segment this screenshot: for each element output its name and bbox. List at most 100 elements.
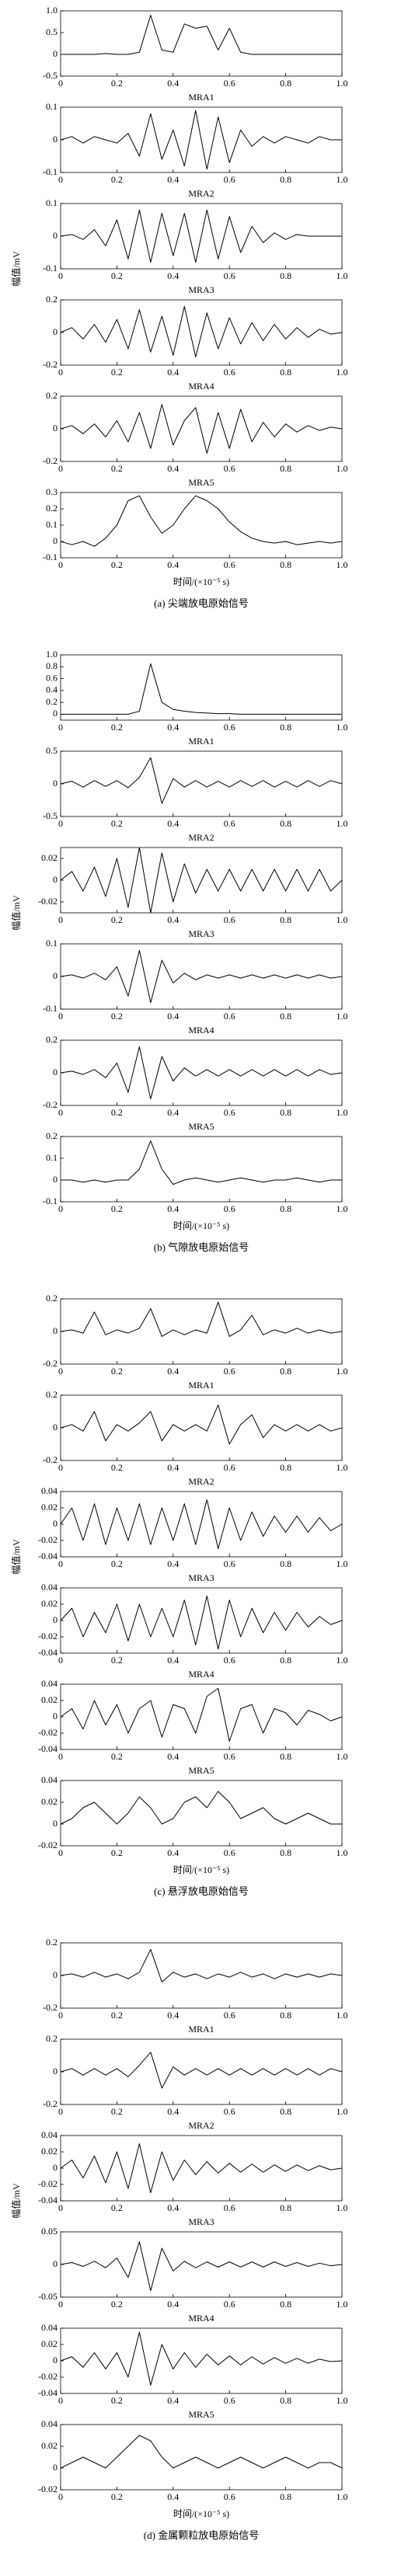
axes-frame <box>60 2424 343 2491</box>
subplot-title: MRA1 <box>188 92 214 103</box>
y-tick-label: -0.1 <box>43 1196 58 1206</box>
y-tick-label: 0.2 <box>46 503 58 513</box>
signal-line <box>60 495 343 547</box>
signal-line <box>61 15 342 55</box>
axes-frame <box>60 847 343 914</box>
axes-frame <box>60 1136 343 1203</box>
x-tick-label: 1.0 <box>336 2491 348 2502</box>
y-tick-label: -0.2 <box>43 455 58 466</box>
x-tick-label: 0.4 <box>167 367 179 378</box>
y-tick-label: 0.02 <box>41 1502 58 1513</box>
x-tick-label: 0 <box>58 559 63 570</box>
x-tick-label: 0.4 <box>167 1203 179 1214</box>
y-tick-label: 0 <box>53 1614 58 1625</box>
signal-line <box>60 847 343 914</box>
x-tick-label: 1.0 <box>336 1558 348 1569</box>
y-tick-label: 0 <box>53 778 58 788</box>
x-tick-label: 0.2 <box>111 1847 123 1858</box>
x-tick-label: 0.8 <box>280 1558 291 1569</box>
x-tick-label: 0.8 <box>280 367 291 378</box>
y-tick-label: 0 <box>53 230 58 241</box>
x-tick-label: 0.4 <box>167 174 179 185</box>
x-tick-label: 0.6 <box>224 2202 235 2213</box>
signal-line <box>60 2143 343 2193</box>
y-tick-label: -0.02 <box>38 1727 58 1738</box>
axes-frame <box>60 1491 343 1558</box>
x-tick-label: 0 <box>58 1203 63 1214</box>
x-tick-label: 0 <box>58 463 63 474</box>
x-tick-label: 0 <box>58 2299 63 2310</box>
y-tick-label: 0.2 <box>46 2033 58 2044</box>
x-tick-label: 0 <box>58 1107 63 1118</box>
signal-line <box>60 1301 343 1337</box>
y-tick-label: 0.02 <box>41 1694 58 1705</box>
x-tick-label: 0.6 <box>224 1203 235 1214</box>
x-tick-label: 0.6 <box>224 78 235 89</box>
x-tick-label: 0.6 <box>224 2491 235 2502</box>
x-tick-label: 1.0 <box>336 1751 348 1762</box>
x-tick-label: 1.0 <box>336 463 348 474</box>
x-tick-label: 0.4 <box>167 1366 179 1377</box>
x-tick-label: 0 <box>58 78 63 89</box>
y-tick-label: 0 <box>53 1067 58 1077</box>
subplot-title: MRA5 <box>188 2409 214 2420</box>
x-tick-label: 0.4 <box>167 1751 179 1762</box>
y-tick-label: 0.04 <box>41 2322 58 2333</box>
y-tick-label: 0.1 <box>46 519 58 530</box>
y-tick-label: 0 <box>53 535 58 546</box>
x-tick-label: 0.8 <box>280 270 291 281</box>
x-tick-label: 0.8 <box>280 78 291 89</box>
y-tick-label: 0 <box>53 2355 58 2365</box>
y-tick-label: 0.4 <box>46 684 58 695</box>
x-tick-label: 0.4 <box>167 2202 179 2213</box>
x-tick-label: 0 <box>58 722 63 733</box>
x-tick-label: 0 <box>58 1462 63 1473</box>
x-tick-label: 0.4 <box>167 722 179 733</box>
y-tick-label: -0.2 <box>43 359 58 370</box>
y-tick-label: -0.04 <box>38 1551 58 1561</box>
x-tick-label: 1.0 <box>336 914 348 925</box>
x-tick-label: 1.0 <box>336 1107 348 1118</box>
y-tick-label: 0.04 <box>41 1582 58 1593</box>
y-tick-label: 0 <box>53 2066 58 2076</box>
signal-line <box>60 949 343 1004</box>
x-tick-label: 0.2 <box>111 818 123 829</box>
x-tick-label: 1.0 <box>336 818 348 829</box>
y-tick-label: 0.1 <box>46 1152 58 1163</box>
axes-frame <box>60 654 343 721</box>
x-tick-label: 0.8 <box>280 2491 291 2502</box>
figure-caption: (c) 悬浮放电原始信号 <box>154 1885 249 1897</box>
x-tick-label: 0 <box>58 2395 63 2406</box>
signal-line <box>60 1405 343 1445</box>
y-tick-label: 0.5 <box>46 26 58 37</box>
subplot-title: MRA3 <box>188 2216 214 2227</box>
y-tick-label: -0.5 <box>43 70 58 81</box>
y-tick-label: 0.1 <box>46 197 58 208</box>
signal-line <box>60 1046 343 1100</box>
x-tick-label: 0.6 <box>224 722 235 733</box>
signal-line <box>61 1140 342 1185</box>
y-tick-label: 0.2 <box>46 1034 58 1045</box>
y-tick-label: 0 <box>53 1422 58 1432</box>
x-tick-label: 0 <box>58 2106 63 2117</box>
signal-line <box>60 2052 343 2089</box>
y-tick-label: 0.2 <box>46 294 58 305</box>
y-tick-label: 1.0 <box>46 649 58 660</box>
x-tick-label: 0.8 <box>280 1751 291 1762</box>
x-tick-label: 0.2 <box>111 2010 123 2021</box>
axes-frame <box>60 395 343 462</box>
y-tick-label: 0.02 <box>41 1796 58 1807</box>
x-tick-label: 0.6 <box>224 2299 235 2310</box>
x-tick-label: 0.6 <box>224 1847 235 1858</box>
x-tick-label: 0 <box>58 2202 63 2213</box>
subplot-title: MRA5 <box>188 477 214 488</box>
y-tick-label: -0.1 <box>43 552 58 562</box>
x-tick-label: 0.8 <box>280 1366 291 1377</box>
y-tick-label: 0 <box>53 708 58 719</box>
x-tick-label: 0 <box>58 367 63 378</box>
x-tick-label: 0.2 <box>111 2395 123 2406</box>
y-tick-label: 0.3 <box>46 486 58 497</box>
y-tick-label: 0.04 <box>41 2418 58 2429</box>
y-tick-label: -0.2 <box>43 1358 58 1369</box>
